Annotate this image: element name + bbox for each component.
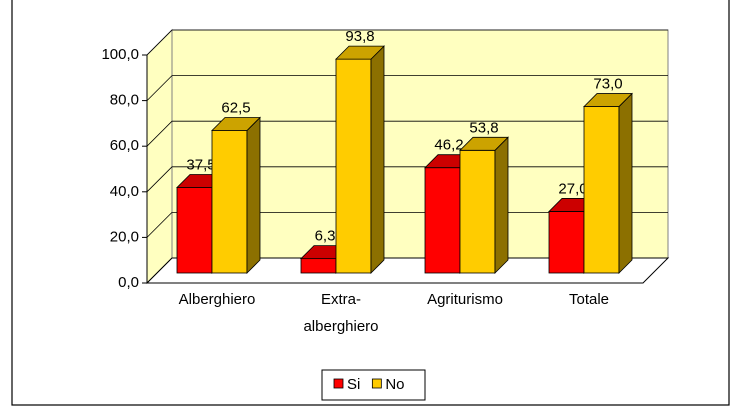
- data-label: 6,3: [315, 228, 336, 245]
- bar-front: [300, 258, 337, 274]
- bar-front: [335, 58, 372, 274]
- grid-line: [146, 120, 668, 147]
- bar-front: [211, 130, 248, 274]
- bar-top: [583, 93, 633, 107]
- data-label: 62,5: [221, 99, 250, 116]
- bar-front: [176, 187, 213, 274]
- data-label: 46,2: [434, 137, 463, 154]
- y-tick-label: 80,0: [110, 92, 139, 109]
- y-tick-label: 100,0: [101, 46, 139, 63]
- x-tick-label: Totale: [569, 291, 609, 308]
- bar-front: [424, 167, 461, 274]
- bar-top: [211, 117, 261, 131]
- bar-side: [494, 136, 509, 274]
- grid-line: [146, 29, 668, 56]
- legend-label: Si: [347, 376, 360, 393]
- data-label: 73,0: [593, 76, 622, 93]
- y-tick-label: 60,0: [110, 137, 139, 154]
- x-tick-label-line: Extra-: [321, 291, 361, 308]
- bar-front: [583, 106, 620, 274]
- bar-side: [370, 45, 385, 274]
- bar-top: [459, 136, 509, 151]
- grid-line: [146, 75, 668, 101]
- bar-top: [335, 45, 385, 60]
- x-tick-label: Extra-alberghiero: [303, 291, 378, 335]
- bar-front: [459, 149, 496, 274]
- y-tick-label: 40,0: [110, 183, 139, 200]
- y-tick-label: 20,0: [110, 228, 139, 245]
- legend-swatch: [371, 378, 382, 389]
- x-tick-label: Agriturismo: [427, 291, 503, 308]
- bar-side: [246, 116, 261, 274]
- data-label: 53,8: [469, 119, 498, 136]
- bar: [335, 45, 385, 274]
- x-tick-label-line: alberghiero: [303, 318, 378, 335]
- bar: [211, 116, 261, 274]
- bar: [583, 92, 633, 274]
- bar-front: [548, 211, 585, 274]
- bar-side: [618, 92, 633, 274]
- x-tick-label: Alberghiero: [179, 291, 256, 308]
- y-tick-label: 0,0: [118, 274, 139, 291]
- data-label: 93,8: [345, 28, 374, 45]
- data-label: 27,0: [558, 180, 587, 197]
- side-wall: [146, 28, 173, 285]
- legend-label: No: [385, 376, 404, 393]
- bar: [459, 136, 509, 274]
- legend-swatch: [333, 378, 344, 389]
- data-label: 37,5: [186, 156, 215, 173]
